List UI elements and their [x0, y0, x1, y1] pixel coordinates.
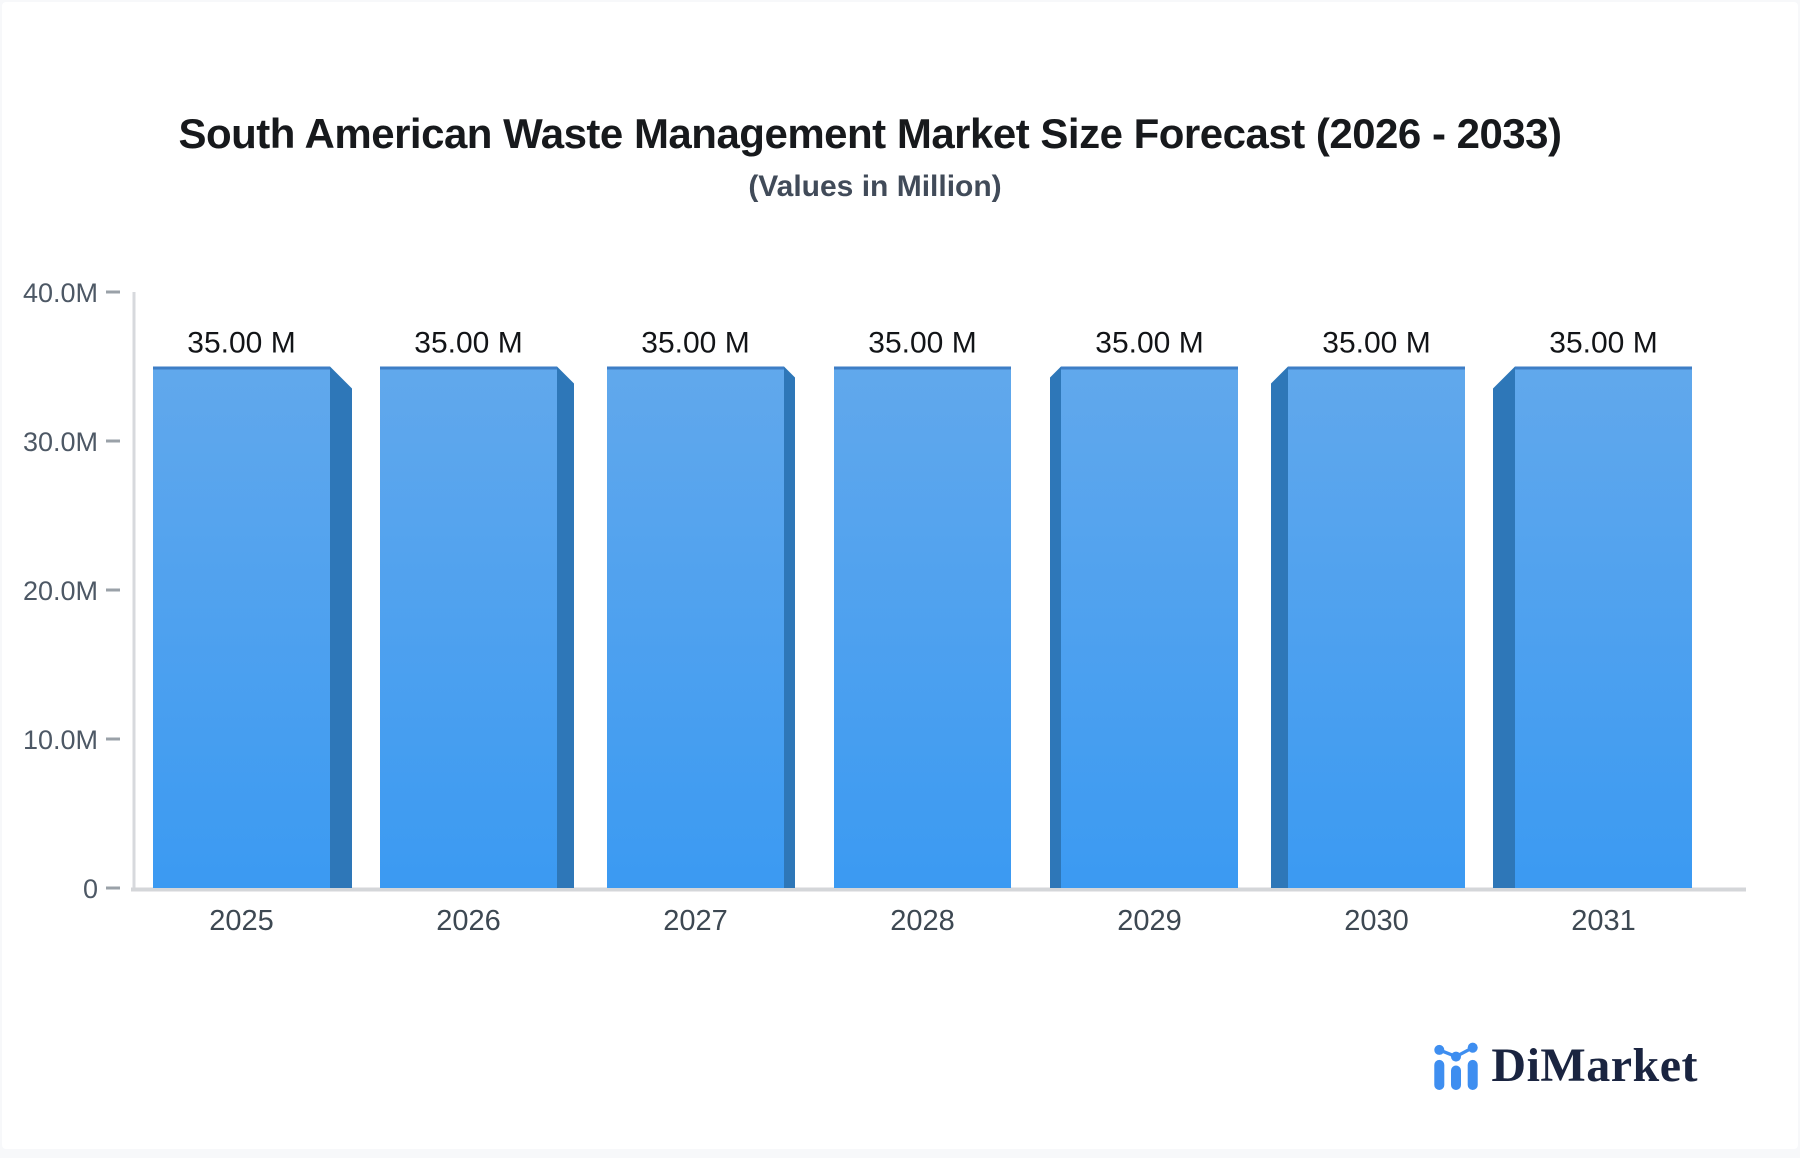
chart-subtitle: (Values in Million): [748, 170, 1002, 203]
brand-name: DiMarket: [1491, 1039, 1698, 1092]
x-axis-label-2030: 2030: [1344, 905, 1409, 937]
x-axis-label-2026: 2026: [436, 905, 501, 937]
bar-value-label-2030: 35.00 M: [1322, 327, 1430, 360]
x-axis-label-2028: 2028: [890, 905, 955, 937]
bar-value-label-2025: 35.00 M: [187, 327, 295, 360]
bar-2027: [607, 366, 784, 888]
bar-value-label-2029: 35.00 M: [1095, 327, 1203, 360]
bar-chart-logo-icon: [1434, 1042, 1479, 1090]
bar-side-2029: [1050, 366, 1061, 888]
y-tick-label-30.0M: 30.0M: [23, 427, 98, 457]
bar-2028: [834, 366, 1011, 888]
x-axis-label-2027: 2027: [663, 905, 728, 937]
bar-value-label-2026: 35.00 M: [414, 327, 522, 360]
y-tick-label-40.0M: 40.0M: [23, 278, 98, 308]
y-tick-label-0: 0: [83, 874, 98, 904]
bar-side-2030: [1271, 366, 1288, 888]
bar-side-2025: [330, 366, 352, 888]
bar-side-2031: [1493, 366, 1515, 888]
bar-value-label-2028: 35.00 M: [868, 327, 976, 360]
brand-logo: DiMarket: [1433, 1038, 1698, 1093]
bar-value-label-2027: 35.00 M: [641, 327, 749, 360]
bar-2031: [1515, 366, 1692, 888]
y-tick-label-20.0M: 20.0M: [23, 576, 98, 606]
x-axis-label-2031: 2031: [1571, 905, 1636, 937]
y-tick-label-10.0M: 10.0M: [23, 725, 98, 755]
bar-2026: [380, 366, 557, 888]
bar-2030: [1288, 366, 1465, 888]
bar-value-label-2031: 35.00 M: [1549, 327, 1657, 360]
x-axis-label-2029: 2029: [1117, 905, 1182, 937]
x-axis-label-2025: 2025: [209, 905, 274, 937]
chart-title: South American Waste Management Market S…: [178, 110, 1562, 157]
bar-side-2027: [784, 366, 795, 888]
bar-2025: [153, 366, 330, 888]
bar-2029: [1061, 366, 1238, 888]
bar-side-2026: [557, 366, 574, 888]
